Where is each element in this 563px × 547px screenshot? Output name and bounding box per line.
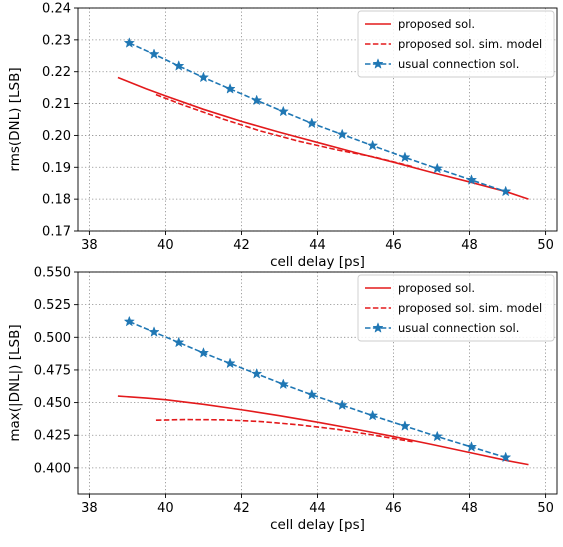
x-tick-label: 46: [385, 501, 402, 516]
series-point: [336, 128, 348, 140]
series-point: [224, 357, 236, 369]
y-tick-label: 0.17: [42, 225, 71, 240]
y-tick-label: 0.500: [34, 331, 71, 346]
series-point: [123, 315, 135, 327]
series-point: [173, 60, 185, 71]
y-axis-label: rms(DNL) [LSB]: [7, 67, 23, 171]
series-line-0: [117, 76, 529, 200]
x-tick-label: 48: [461, 501, 478, 516]
y-tick-label: 0.23: [42, 33, 71, 48]
series-point: [500, 185, 512, 197]
legend-label: usual connection sol.: [398, 321, 519, 335]
series-point: [431, 430, 443, 442]
series-point: [197, 71, 210, 83]
series-point: [336, 399, 348, 410]
series-point: [306, 117, 318, 129]
series-point: [399, 420, 411, 431]
legend-marker: [372, 58, 384, 69]
y-tick-label: 0.18: [42, 193, 71, 208]
y-tick-label: 0.525: [34, 298, 71, 313]
series-point: [431, 162, 443, 174]
series-line-2: [129, 320, 506, 459]
series-point: [148, 48, 160, 59]
series-line-0: [117, 395, 529, 466]
x-tick-label: 50: [537, 501, 554, 516]
series-point: [277, 378, 289, 390]
x-tick-label: 38: [81, 238, 98, 253]
series-point: [399, 151, 411, 163]
legend-box: [357, 10, 555, 78]
x-tick-label: 44: [309, 501, 326, 516]
legend-label: proposed sol. sim. model: [398, 301, 542, 315]
y-tick-label: 0.24: [42, 2, 71, 17]
legend-label: proposed sol.: [398, 281, 475, 295]
x-tick-label: 50: [537, 238, 554, 253]
y-tick-label: 0.20: [42, 129, 71, 144]
x-tick-label: 40: [157, 238, 174, 253]
series-point: [173, 336, 185, 348]
x-tick-label: 38: [81, 501, 98, 516]
y-axis-label: max(|DNL|) [LSB]: [7, 324, 23, 441]
y-tick-label: 0.550: [34, 266, 71, 281]
series-line-1: [155, 418, 413, 443]
y-tick-label: 0.450: [34, 396, 71, 411]
legend-label: usual connection sol.: [398, 57, 519, 71]
legend-box: [357, 274, 555, 342]
plot-area: [117, 315, 529, 466]
series-point: [367, 139, 379, 151]
series-point: [197, 347, 210, 358]
x-tick-label: 40: [157, 501, 174, 516]
series-point: [148, 326, 160, 337]
series-point: [123, 37, 135, 48]
x-tick-label: 48: [461, 238, 478, 253]
series-point: [251, 94, 263, 106]
x-axis-label: cell delay [ps]: [270, 254, 365, 270]
x-tick-label: 42: [233, 238, 250, 253]
legend-label: proposed sol. sim. model: [398, 37, 542, 51]
series-point: [465, 174, 478, 185]
x-tick-label: 44: [309, 238, 326, 253]
legend-marker: [372, 322, 384, 333]
y-tick-label: 0.19: [42, 161, 71, 176]
legend: proposed sol. proposed sol. sim. model usu…: [357, 10, 555, 78]
series-point: [224, 83, 236, 94]
x-tick-label: 46: [385, 238, 402, 253]
y-tick-label: 0.425: [34, 429, 71, 444]
y-tick-label: 0.400: [34, 461, 71, 476]
y-tick-label: 0.21: [42, 97, 71, 112]
legend-label: proposed sol.: [398, 17, 475, 31]
series-point: [465, 441, 478, 452]
series-point: [500, 451, 512, 463]
series-point: [251, 367, 263, 379]
series-line-2: [128, 42, 506, 193]
series-point: [277, 105, 289, 117]
max-dnl-chart: 38 40 42 44 46 48 50 0.400 0.425 0.450 0.475 0.500 0…: [7, 266, 558, 533]
plot-area: [117, 37, 529, 200]
rms-dnl-chart: 38 40 42 44 46 48 50 0.17 0.18 0.19 0.20 0.21 0.22 0.…: [7, 2, 558, 270]
y-tick-label: 0.22: [42, 65, 71, 80]
series-point: [367, 409, 379, 421]
series-line-1: [155, 93, 413, 168]
series-point: [306, 388, 318, 400]
y-tick-label: 0.475: [34, 363, 71, 378]
legend: proposed sol. proposed sol. sim. model usu…: [357, 274, 555, 342]
x-axis-label: cell delay [ps]: [270, 517, 365, 533]
x-tick-label: 42: [233, 501, 250, 516]
